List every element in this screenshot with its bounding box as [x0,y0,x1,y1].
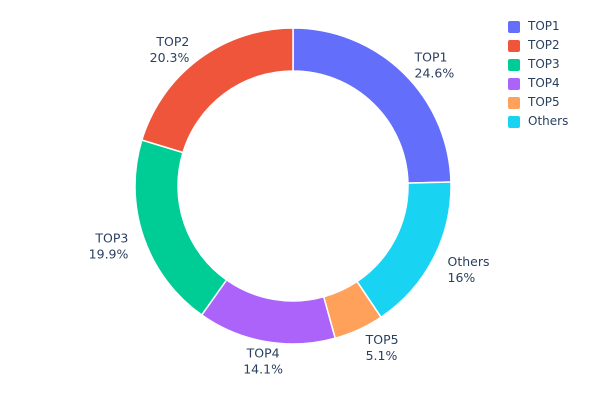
legend-swatch-icon [508,96,520,109]
slice-top2[interactable] [140,27,294,154]
legend-swatch-icon [508,77,520,90]
legend-item-top4[interactable]: TOP4 [508,77,568,90]
legend-swatch-icon [508,115,520,128]
legend-swatch-icon [508,39,520,52]
legend-label: Others [528,114,569,128]
slice-top4[interactable] [200,278,337,345]
slice-label-top1: TOP1 24.6% [414,49,455,80]
slice-top3[interactable] [134,139,228,317]
legend-label: TOP5 [528,95,560,109]
legend-swatch-icon [508,58,520,71]
legend-label: TOP2 [528,38,560,52]
slice-label-others: Others 16% [448,254,490,285]
legend-item-others[interactable]: Others [508,115,568,128]
slice-label-top4: TOP4 14.1% [243,345,283,376]
legend-label: TOP1 [528,19,560,33]
legend-label: TOP3 [528,57,560,71]
chart-legend: TOP1 TOP2 TOP3 TOP4 TOP5 Others [508,20,568,128]
legend-label: TOP4 [528,76,560,90]
legend-item-top5[interactable]: TOP5 [508,96,568,109]
slice-label-top2: TOP2 20.3% [150,34,190,65]
legend-item-top2[interactable]: TOP2 [508,39,568,52]
slice-label-top3: TOP3 19.9% [89,230,129,261]
slice-label-top5: TOP5 5.1% [365,332,399,363]
legend-item-top1[interactable]: TOP1 [508,20,568,33]
legend-swatch-icon [508,20,520,33]
legend-item-top3[interactable]: TOP3 [508,58,568,71]
slice-others[interactable] [355,181,452,319]
